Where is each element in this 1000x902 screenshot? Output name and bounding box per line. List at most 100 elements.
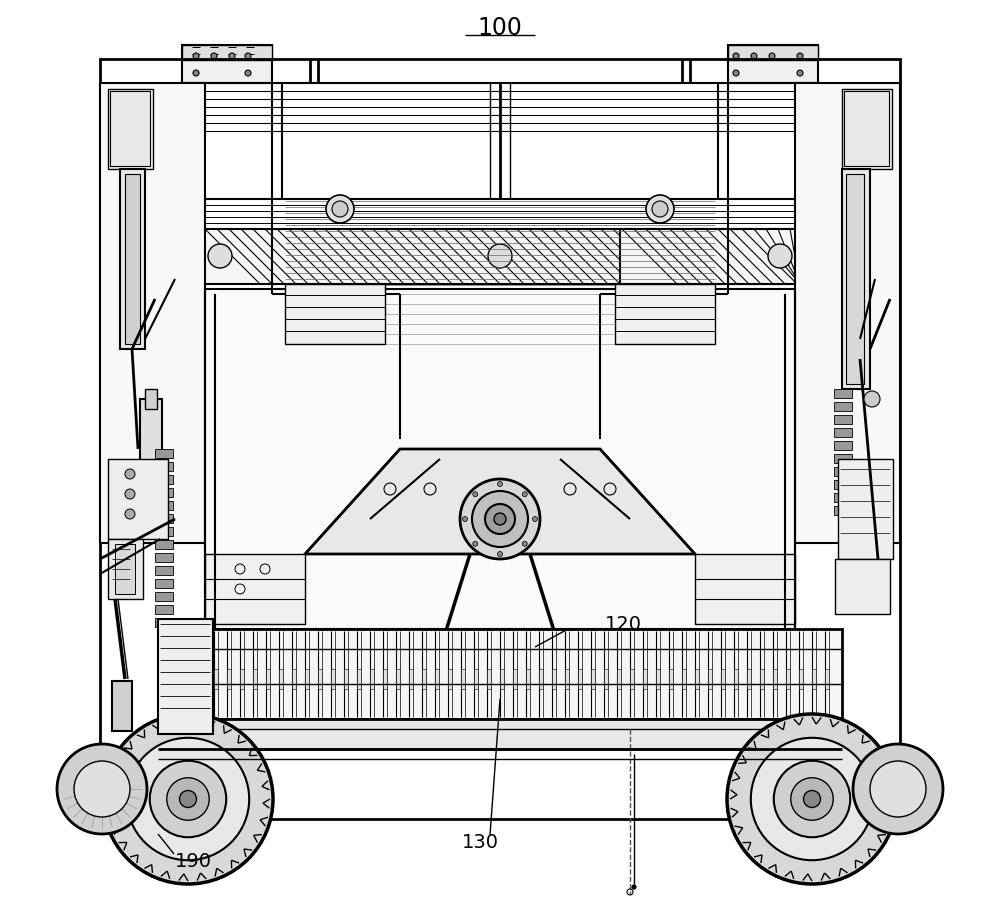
Bar	[253, 669, 257, 689]
Circle shape	[768, 244, 792, 269]
Bar	[155, 540, 173, 549]
Circle shape	[646, 196, 674, 224]
Bar	[812, 669, 816, 689]
Circle shape	[769, 54, 775, 60]
Circle shape	[632, 885, 636, 889]
Circle shape	[494, 513, 506, 526]
Bar	[140, 400, 162, 480]
Circle shape	[180, 791, 197, 807]
Circle shape	[326, 196, 354, 224]
Bar	[500, 669, 504, 689]
Bar	[834, 416, 852, 425]
Bar	[435, 669, 439, 689]
Circle shape	[532, 517, 538, 522]
Bar	[182, 46, 272, 84]
Bar	[846, 175, 864, 384]
Circle shape	[652, 202, 668, 217]
Bar	[409, 669, 413, 689]
Bar	[760, 669, 764, 689]
Circle shape	[473, 541, 478, 547]
Circle shape	[870, 761, 926, 817]
Circle shape	[797, 54, 803, 60]
Bar	[834, 506, 852, 515]
Bar	[539, 669, 543, 689]
Circle shape	[193, 54, 199, 60]
Circle shape	[463, 517, 468, 522]
Bar	[112, 681, 132, 732]
Bar	[155, 502, 173, 511]
Circle shape	[74, 761, 130, 817]
Circle shape	[522, 492, 527, 497]
Bar	[155, 528, 173, 537]
Bar	[526, 669, 530, 689]
Bar	[734, 669, 738, 689]
Bar	[728, 46, 818, 61]
Bar	[799, 669, 803, 689]
Bar	[205, 290, 795, 630]
Bar	[214, 669, 218, 689]
Bar	[240, 669, 244, 689]
Circle shape	[211, 54, 217, 60]
Circle shape	[127, 738, 249, 861]
Circle shape	[804, 791, 820, 807]
Bar	[630, 669, 634, 689]
Circle shape	[751, 54, 757, 60]
Bar	[615, 285, 715, 345]
Circle shape	[125, 469, 135, 480]
Bar	[227, 669, 231, 689]
Bar	[422, 669, 426, 689]
Bar	[786, 669, 790, 689]
Circle shape	[473, 492, 478, 497]
Circle shape	[125, 510, 135, 520]
Bar	[266, 669, 270, 689]
Bar	[591, 669, 595, 689]
Circle shape	[488, 244, 512, 269]
Bar	[620, 230, 800, 285]
Text: 100: 100	[478, 16, 522, 40]
Bar	[175, 669, 179, 689]
Bar	[578, 669, 582, 689]
Circle shape	[57, 744, 147, 834]
Bar	[155, 514, 173, 523]
Bar	[721, 669, 725, 689]
Circle shape	[774, 761, 850, 837]
Bar	[834, 493, 852, 502]
Bar	[108, 90, 153, 170]
Bar	[795, 84, 900, 543]
Bar	[158, 719, 842, 750]
Bar	[470, 677, 530, 694]
Bar	[682, 669, 686, 689]
Bar	[155, 605, 173, 614]
Bar	[708, 669, 712, 689]
Bar	[357, 669, 361, 689]
Bar	[448, 669, 452, 689]
Bar	[155, 554, 173, 562]
Circle shape	[751, 738, 873, 861]
Circle shape	[791, 778, 833, 820]
Bar	[155, 449, 173, 458]
Circle shape	[864, 391, 880, 408]
Bar	[565, 669, 569, 689]
Circle shape	[208, 244, 232, 269]
Circle shape	[167, 778, 209, 820]
Bar	[200, 230, 800, 285]
Bar	[844, 92, 889, 167]
Bar	[158, 620, 213, 734]
Bar	[834, 455, 852, 464]
Circle shape	[797, 71, 803, 77]
Bar	[305, 669, 309, 689]
Bar	[838, 459, 893, 559]
Circle shape	[245, 71, 251, 77]
Bar	[396, 669, 400, 689]
Bar	[155, 579, 173, 588]
Bar	[834, 428, 852, 437]
Bar	[552, 669, 556, 689]
Bar	[842, 90, 892, 170]
Circle shape	[498, 482, 503, 487]
Bar	[155, 566, 173, 575]
Bar	[279, 669, 283, 689]
Bar	[728, 46, 818, 84]
Bar	[747, 669, 751, 689]
Bar	[155, 463, 173, 472]
Bar	[344, 669, 348, 689]
